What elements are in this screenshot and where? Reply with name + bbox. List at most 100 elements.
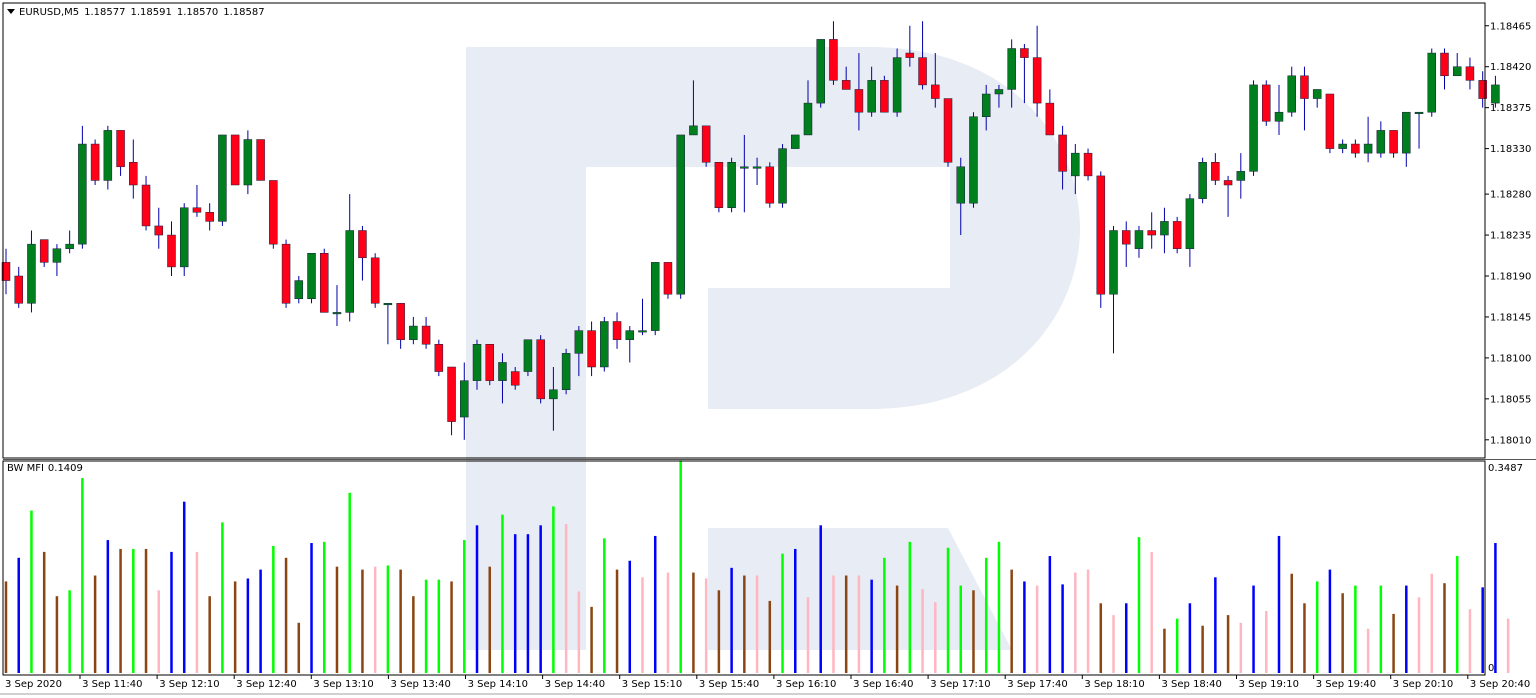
mfi-bar [386,565,390,673]
candle-body [332,312,342,315]
candle [14,266,23,308]
candle-body [421,325,431,345]
candle [383,303,393,345]
candle-body [116,130,125,168]
candle-body [1427,52,1437,113]
candle [650,262,660,336]
candle [370,253,380,308]
mfi-bar [641,577,644,673]
candle-body [981,93,991,117]
candle [1478,71,1487,108]
candle-body [600,321,609,368]
candle-body [1452,66,1462,77]
mfi-bar [373,566,377,673]
mfi-bar [1290,573,1293,673]
time-axis: 3 Sep 2020 3 Sep 11:40 3 Sep 12:10 3 Sep 12… [5,675,1530,690]
mfi-bar [1303,603,1306,673]
mfi-bar [1366,628,1370,673]
mfi-bar [895,585,899,673]
price-tick-label: 1.18100 [1490,353,1531,364]
candle [1121,221,1131,267]
mfi-bar [921,589,924,673]
candle [994,84,1004,108]
candle [141,175,151,231]
candle [1249,80,1258,176]
mfi-bars [4,460,1510,673]
candle [523,339,533,377]
mfi-bar [488,566,491,673]
mfi-bar [679,460,682,673]
mfi-bar [743,575,746,673]
candle [549,367,558,431]
mfi-bar [1099,603,1103,673]
candle [791,134,800,149]
candle-body [1389,130,1398,154]
candle-body [1109,230,1118,295]
mfi-bar [883,557,886,673]
candle [943,98,953,167]
candle [1109,225,1118,354]
indicator-header: BW MFI 0.1409 [7,463,87,475]
candle [1414,111,1424,149]
candle-body [650,262,660,331]
candle-body [498,362,507,381]
mfi-bar [526,534,530,673]
candle-body [1058,134,1067,172]
candle-body [829,39,838,81]
candle [421,316,431,349]
mfi-bar [794,548,797,673]
candle-body [1032,57,1042,104]
candle-body [27,243,36,304]
mfi-bar [1226,615,1230,673]
candle-body [1045,102,1055,136]
mfi-bar [132,548,135,673]
candle-body [345,230,354,313]
candle-body [841,80,851,90]
time-tick-label: 3 Sep 19:10 [1239,679,1299,690]
mfi-bar [1379,585,1383,673]
candle-body [409,325,418,340]
mfi-bar [946,547,950,673]
mfi-bar [628,560,632,673]
candle [1007,39,1016,108]
mfi-bar [310,543,313,673]
mfi-bar [1455,556,1459,673]
mfi-bar [1481,587,1484,673]
mfi-bar [857,575,861,673]
candle-body [791,134,800,149]
candle-body [803,102,813,136]
mfi-bar [1201,625,1204,673]
mfi-bar [1468,609,1472,673]
mfi-bar [424,579,428,673]
indicator-tick-label: 0 [1488,663,1494,674]
mfi-bar [323,541,326,673]
candle-body [701,125,711,163]
candle [472,339,482,390]
candle-body [472,344,482,381]
candle-body [956,166,965,204]
candle-body [1236,171,1246,181]
candle-body [1198,162,1207,199]
candle [841,66,851,90]
candle [192,185,202,217]
mfi-bar [144,548,148,673]
candle-body [141,184,151,227]
candle [600,316,609,372]
time-tick-label: 3 Sep 19:40 [1316,679,1376,690]
candle-body [752,166,762,169]
mfi-bar [972,590,975,673]
candle [1172,216,1182,254]
candle-body [103,130,113,181]
time-tick-label: 3 Sep 12:10 [159,679,219,690]
candle [1452,53,1462,77]
mfi-bar [1328,569,1332,673]
candle [981,84,991,131]
collapse-triangle-icon[interactable] [7,9,15,14]
time-tick-label: 3 Sep 18:10 [1084,679,1144,690]
candle-body [129,162,138,186]
candle [1134,225,1144,258]
mfi-bar [335,566,339,673]
candle [638,298,647,336]
